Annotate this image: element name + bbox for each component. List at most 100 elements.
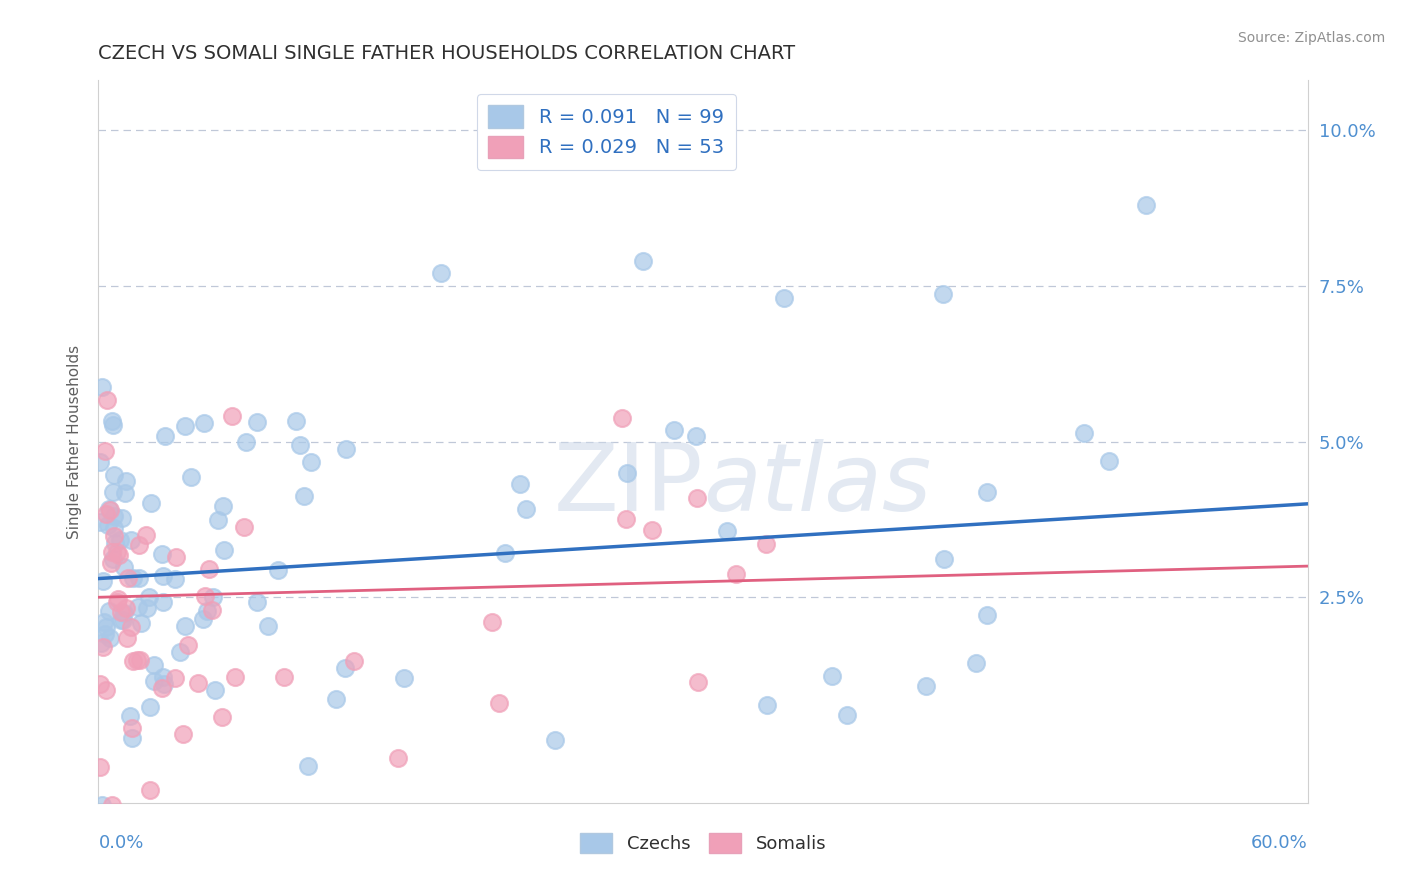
Point [201,590,224,604]
Point [152,670,174,684]
Point [96,507,118,521]
Text: 60.0%: 60.0% [1251,834,1308,852]
Point [90,380,112,394]
Point [103,509,125,524]
Point [139,496,162,510]
Point [111,869,134,883]
Point [290,438,312,452]
Point [101,417,124,432]
Point [94,683,117,698]
Point [335,442,357,456]
Point [89,759,111,773]
Point [494,546,516,560]
Point [135,600,157,615]
Point [211,709,233,723]
Point [325,691,347,706]
Point [932,552,955,566]
Point [120,620,142,634]
Point [121,721,143,735]
Point [100,545,122,559]
Point [101,798,124,813]
Point [103,529,125,543]
Point [174,418,197,433]
Point [612,410,634,425]
Point [112,606,135,620]
Point [108,533,131,548]
Point [90,636,112,650]
Point [104,536,127,550]
Point [101,484,124,499]
Point [392,671,415,685]
Point [724,567,747,582]
Point [129,653,152,667]
Point [100,556,122,570]
Point [112,560,135,574]
Point [111,511,134,525]
Point [194,589,217,603]
Point [246,416,269,430]
Point [153,677,176,691]
Point [685,429,707,443]
Point [299,455,322,469]
Point [165,549,187,564]
Point [198,562,221,576]
Point [128,571,150,585]
Point [91,574,114,588]
Point [755,536,778,550]
Text: CZECH VS SOMALI SINGLE FATHER HOUSEHOLDS CORRELATION CHART: CZECH VS SOMALI SINGLE FATHER HOUSEHOLDS… [98,45,796,63]
Point [143,658,166,673]
Point [94,627,117,641]
Point [292,489,315,503]
Point [207,512,229,526]
Point [120,533,142,547]
Point [343,654,366,668]
Point [201,603,224,617]
Point [1098,454,1121,468]
Point [138,590,160,604]
Point [105,595,128,609]
Point [139,700,162,714]
Point [191,611,214,625]
Point [662,423,685,437]
Point [193,417,215,431]
Point [333,661,356,675]
Point [297,759,319,773]
Point [488,696,510,710]
Point [212,499,235,513]
Point [135,528,157,542]
Text: 0.0%: 0.0% [98,834,143,852]
Point [115,474,138,488]
Point [98,502,121,516]
Point [110,605,132,619]
Point [150,681,173,695]
Point [90,798,112,813]
Point [221,409,243,423]
Point [640,523,662,537]
Point [101,552,124,566]
Legend: Czechs, Somalis: Czechs, Somalis [571,823,835,863]
Point [837,708,859,723]
Point [169,645,191,659]
Point [616,466,638,480]
Point [117,571,139,585]
Point [772,291,794,305]
Point [1073,425,1095,440]
Point [214,542,236,557]
Point [172,727,194,741]
Point [509,476,531,491]
Point [93,615,115,629]
Point [107,548,129,562]
Point [204,682,226,697]
Point [114,485,136,500]
Point [544,733,567,747]
Point [98,604,121,618]
Point [716,524,738,538]
Point [127,600,149,615]
Point [976,485,998,500]
Point [965,656,987,670]
Point [195,604,218,618]
Point [103,468,125,483]
Point [224,670,246,684]
Point [114,601,136,615]
Text: ZIP: ZIP [554,439,703,531]
